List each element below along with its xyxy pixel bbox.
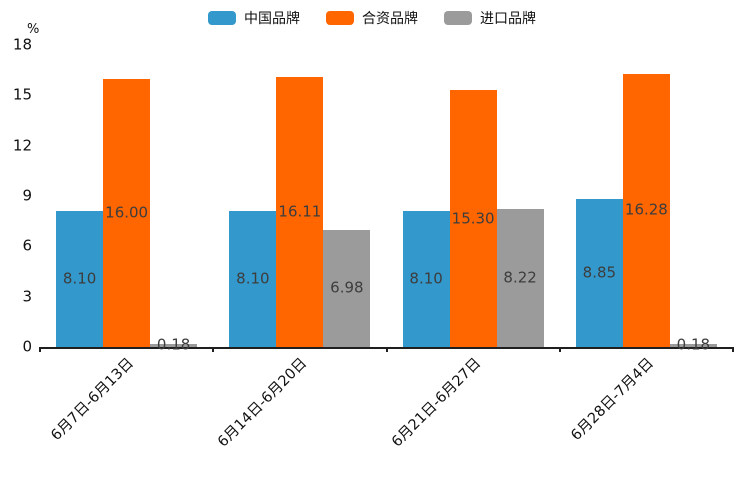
y-tick-label: 18 — [12, 35, 32, 54]
x-category-label: 6月14日-6月20日 — [215, 355, 311, 451]
legend: 中国品牌 合资品牌 进口品牌 — [0, 8, 744, 28]
x-tick-mark — [39, 347, 41, 352]
bars-container: 8.10 16.00 0.18 8.10 16.11 6.98 8.10 15.30 8.22 8… — [40, 45, 733, 352]
y-tick-label: 9 — [22, 186, 32, 205]
x-category-label: 6月21日-6月27日 — [388, 355, 484, 451]
bar-series-0-cat-3: 8.85 — [575, 198, 623, 347]
bar-value-label: 8.22 — [503, 268, 537, 287]
legend-item-label: 合资品牌 — [362, 11, 418, 27]
bar-series-2-cat-0: 0.18 — [150, 337, 198, 352]
bar-value-label: 16.28 — [624, 200, 668, 219]
bar-series-2-cat-2: 8.22 — [496, 209, 544, 347]
y-tick-label: 15 — [12, 85, 32, 104]
plot-area: 8.10 16.00 0.18 8.10 16.11 6.98 8.10 15.30 8.22 8… — [13, 37, 734, 450]
bar-value-label: 8.10 — [409, 269, 443, 288]
bar-series-1-cat-3: 16.28 — [622, 73, 670, 347]
y-tick-label: 3 — [22, 287, 32, 306]
bar-series-0-cat-0: 8.10 — [56, 211, 104, 347]
bar-value-label: 8.10 — [62, 269, 97, 288]
legend-item-2[interactable]: 进口品牌 — [444, 8, 536, 28]
x-tick-mark — [385, 347, 388, 352]
bar-value-label: 8.10 — [236, 269, 270, 288]
x-category-label: 6月28日-7月4日 — [568, 355, 657, 444]
y-tick-label: 12 — [12, 136, 32, 155]
legend-swatch-icon — [444, 11, 472, 25]
y-axis-unit-label: % — [27, 22, 40, 37]
bar-value-label: 0.18 — [156, 335, 191, 354]
bar-value-label: 0.18 — [676, 335, 711, 354]
bar-group-1: 8.10 16.11 6.98 — [213, 45, 386, 347]
bar-series-2-cat-1: 6.98 — [323, 229, 371, 347]
x-tick-mark — [212, 347, 215, 352]
x-tick-mark — [732, 347, 734, 352]
bar-value-label: 8.85 — [582, 263, 617, 282]
legend-swatch-icon — [208, 11, 236, 25]
bar-group-2: 8.10 15.30 8.22 — [387, 45, 560, 347]
bar-value-label: 6.98 — [330, 278, 364, 297]
bar-value-label: 16.00 — [105, 203, 149, 222]
bar-series-1-cat-1: 16.11 — [276, 76, 324, 347]
y-tick-label: 6 — [22, 236, 32, 255]
legend-swatch-icon — [326, 11, 354, 25]
bar-value-label: 16.11 — [278, 202, 322, 221]
bar-series-2-cat-3: 0.18 — [669, 337, 717, 352]
bar-group-3: 8.85 16.28 0.18 — [560, 45, 733, 352]
y-tick-label: 0 — [22, 337, 32, 356]
legend-item-0[interactable]: 中国品牌 — [208, 8, 300, 28]
x-category-label: 6月7日-6月13日 — [48, 355, 138, 444]
legend-item-label: 中国品牌 — [244, 11, 300, 27]
bar-series-0-cat-2: 8.10 — [402, 211, 450, 347]
legend-item-1[interactable]: 合资品牌 — [326, 8, 418, 28]
bar-value-label: 15.30 — [451, 209, 495, 228]
bar-series-0-cat-1: 8.10 — [229, 211, 277, 347]
x-tick-mark — [558, 347, 561, 352]
bar-group-0: 8.10 16.00 0.18 — [40, 45, 213, 352]
legend-item-label: 进口品牌 — [480, 11, 536, 27]
bar-series-1-cat-2: 15.30 — [449, 90, 497, 347]
bar-series-1-cat-0: 16.00 — [103, 78, 151, 347]
